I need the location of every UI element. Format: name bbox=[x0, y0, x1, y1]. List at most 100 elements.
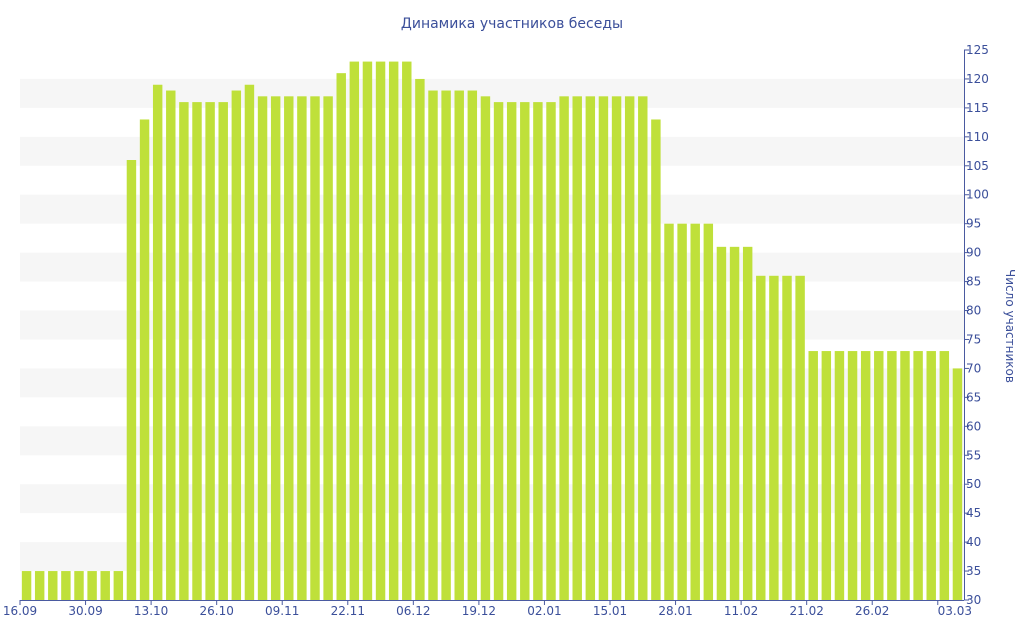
bar bbox=[34, 571, 45, 600]
bar bbox=[769, 275, 779, 600]
bar bbox=[546, 102, 556, 601]
bar bbox=[113, 571, 124, 600]
bar bbox=[61, 571, 71, 600]
y-tick-label: 40 bbox=[966, 535, 981, 549]
bar bbox=[611, 96, 622, 600]
bar bbox=[323, 96, 333, 600]
chart-title: Динамика участников беседы bbox=[401, 16, 623, 32]
bar bbox=[218, 102, 228, 601]
x-tick-label: 26.10 bbox=[199, 604, 233, 618]
x-tick-label: 26.02 bbox=[855, 604, 889, 618]
bar bbox=[559, 96, 569, 600]
bar bbox=[231, 90, 242, 600]
x-tick-label: 02.01 bbox=[527, 604, 561, 618]
y-tick-label: 95 bbox=[966, 217, 981, 231]
y-tick-label: 85 bbox=[966, 275, 981, 289]
bar bbox=[729, 246, 740, 600]
grid-band bbox=[20, 310, 964, 340]
y-tick-label: 35 bbox=[966, 564, 981, 578]
bar bbox=[585, 96, 596, 600]
bar bbox=[270, 96, 281, 600]
bar bbox=[664, 223, 674, 600]
grid-band bbox=[20, 368, 964, 398]
x-tick-label: 28.01 bbox=[658, 604, 692, 618]
bar bbox=[244, 84, 255, 601]
grid-bands bbox=[20, 78, 964, 572]
bar bbox=[480, 96, 491, 600]
y-tick-label: 110 bbox=[966, 130, 989, 144]
grid-band bbox=[20, 426, 964, 456]
bar bbox=[716, 246, 727, 600]
y-tick-label: 55 bbox=[966, 448, 981, 462]
bar bbox=[388, 61, 399, 600]
bar bbox=[651, 119, 661, 600]
bar bbox=[952, 368, 963, 600]
y-tick-label: 125 bbox=[966, 43, 989, 57]
bar bbox=[821, 351, 832, 600]
y-tick-label: 120 bbox=[966, 72, 989, 86]
bar bbox=[847, 351, 858, 600]
bar bbox=[257, 96, 268, 600]
bar bbox=[74, 571, 84, 600]
y-tick-label: 105 bbox=[966, 159, 989, 173]
bar bbox=[428, 90, 438, 600]
x-tick-label: 19.12 bbox=[462, 604, 496, 618]
y-axis-title: Число участников bbox=[1003, 269, 1017, 383]
bar bbox=[284, 96, 294, 600]
y-tick-label: 60 bbox=[966, 419, 981, 433]
bar bbox=[874, 351, 884, 600]
y-tick-label: 90 bbox=[966, 246, 981, 260]
x-tick-label: 03.03 bbox=[938, 604, 972, 618]
x-tick-label: 16.09 bbox=[3, 604, 37, 618]
y-tick-label: 80 bbox=[966, 304, 981, 318]
bar bbox=[87, 571, 97, 600]
bar bbox=[808, 351, 818, 600]
x-tick-label: 30.09 bbox=[68, 604, 102, 618]
bar bbox=[493, 102, 504, 601]
bar bbox=[887, 351, 897, 600]
bar bbox=[834, 351, 845, 600]
bar bbox=[362, 61, 373, 600]
x-tick-label: 21.02 bbox=[789, 604, 823, 618]
x-tick-label: 15.01 bbox=[593, 604, 627, 618]
bar bbox=[756, 275, 766, 600]
bar bbox=[795, 275, 805, 600]
bar bbox=[126, 160, 137, 600]
bar bbox=[166, 90, 176, 600]
bar bbox=[782, 275, 792, 600]
grid-band bbox=[20, 78, 964, 108]
y-tick-label: 115 bbox=[966, 101, 989, 115]
grid-band bbox=[20, 484, 964, 514]
bar bbox=[336, 73, 346, 600]
bar bbox=[48, 571, 58, 600]
y-tick-labels: 30 35 40 45 50 55 60 65 70 75 80 85 90 95 100 105 110 115… bbox=[964, 43, 989, 607]
bar bbox=[349, 61, 360, 600]
y-tick-label: 65 bbox=[966, 390, 981, 404]
bar bbox=[375, 61, 386, 600]
bar bbox=[742, 246, 753, 600]
bar bbox=[297, 96, 307, 600]
y-tick-label: 45 bbox=[966, 506, 981, 520]
y-tick-label: 50 bbox=[966, 477, 981, 491]
bar bbox=[926, 351, 936, 600]
bar bbox=[520, 102, 530, 601]
x-tick-labels: 16.09 30.09 13.10 26.10 09.11 22.11 06.12 19.12… bbox=[3, 600, 972, 618]
bar bbox=[598, 96, 609, 600]
bar bbox=[506, 102, 517, 601]
bar bbox=[900, 351, 910, 600]
bar bbox=[179, 102, 189, 601]
bar bbox=[139, 119, 150, 600]
bar bbox=[939, 351, 950, 600]
bar bbox=[677, 223, 687, 600]
bar bbox=[860, 351, 871, 600]
bar bbox=[690, 223, 700, 600]
bar bbox=[454, 90, 464, 600]
bar bbox=[913, 351, 923, 600]
bars bbox=[21, 61, 963, 601]
x-tick-label: 22.11 bbox=[331, 604, 365, 618]
bar bbox=[415, 78, 425, 600]
y-tick-label: 75 bbox=[966, 332, 981, 346]
bar bbox=[192, 102, 202, 601]
grid-band bbox=[20, 252, 964, 282]
